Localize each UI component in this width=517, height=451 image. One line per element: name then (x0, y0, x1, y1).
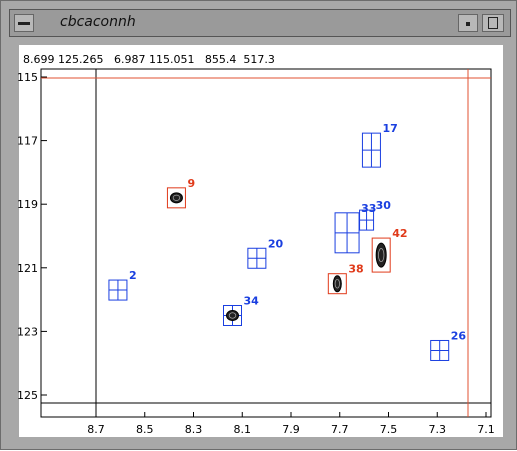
peak-label: 17 (382, 122, 397, 135)
x-tick-label: 8.7 (87, 423, 105, 436)
peak-marker[interactable]: 2 (108, 269, 137, 301)
peak-contour (375, 242, 387, 268)
peak-marker[interactable]: 34 (223, 295, 260, 326)
y-tick-label: 117 (17, 135, 38, 148)
peak-marker[interactable]: 42 (371, 227, 408, 273)
peak-label: 33 (361, 202, 376, 215)
peak-label: 9 (187, 177, 195, 190)
peak-contour-inner (228, 312, 237, 319)
peak-marker[interactable]: 17 (361, 122, 398, 168)
x-tick-label: 8.3 (185, 423, 203, 436)
peak-box (166, 187, 186, 209)
y-tick-label: 125 (17, 389, 38, 402)
plot-border (40, 68, 492, 418)
y-tick-label: 115 (17, 71, 38, 84)
x-tick-label: 7.5 (380, 423, 398, 436)
peak-box (371, 237, 391, 273)
peak-label: 20 (268, 237, 284, 250)
coordinate-readout: 8.699 125.265 6.987 115.051 855.4 517.3 (23, 53, 275, 66)
x-tick-label: 7.9 (282, 423, 300, 436)
maximize-icon (488, 17, 498, 29)
minimize-button[interactable] (458, 14, 478, 32)
window-title: cbcaconnh (60, 14, 136, 30)
peak-label: 2 (129, 269, 137, 282)
peak-contour (226, 310, 239, 321)
peak-marker[interactable]: 26 (430, 329, 467, 361)
peak-marker[interactable]: 9 (166, 177, 195, 209)
minimize-icon (466, 22, 470, 26)
x-tick-label: 8.5 (136, 423, 154, 436)
peak-label: 42 (392, 227, 407, 240)
peak-marker[interactable]: 20 (247, 237, 284, 269)
x-tick-label: 7.1 (477, 423, 495, 436)
peak-label: 30 (376, 199, 392, 212)
title-bar[interactable]: cbcaconnh (9, 9, 511, 37)
peak-contour (169, 192, 183, 204)
peak-contour-inner (334, 278, 340, 289)
y-tick-label: 119 (17, 198, 38, 211)
peak-contour (332, 275, 342, 293)
menu-bar-icon (18, 22, 30, 25)
window-menu-button[interactable] (14, 14, 34, 32)
peak-contour-inner (172, 194, 181, 201)
peak-label: 38 (348, 263, 363, 276)
x-tick-label: 8.1 (234, 423, 252, 436)
peak-marker[interactable]: 33 (334, 202, 376, 254)
peak-marker[interactable]: 30 (359, 199, 392, 231)
maximize-button[interactable] (482, 14, 504, 32)
spectrum-canvas[interactable] (19, 45, 503, 437)
peak-marker[interactable]: 38 (327, 263, 364, 295)
y-tick-label: 123 (17, 325, 38, 338)
peak-label: 26 (451, 329, 467, 342)
y-tick-label: 121 (17, 262, 38, 275)
x-tick-label: 7.3 (429, 423, 447, 436)
peak-label: 34 (244, 295, 260, 308)
x-tick-label: 7.7 (331, 423, 349, 436)
peak-box (327, 273, 347, 295)
peak-contour-inner (378, 248, 385, 263)
